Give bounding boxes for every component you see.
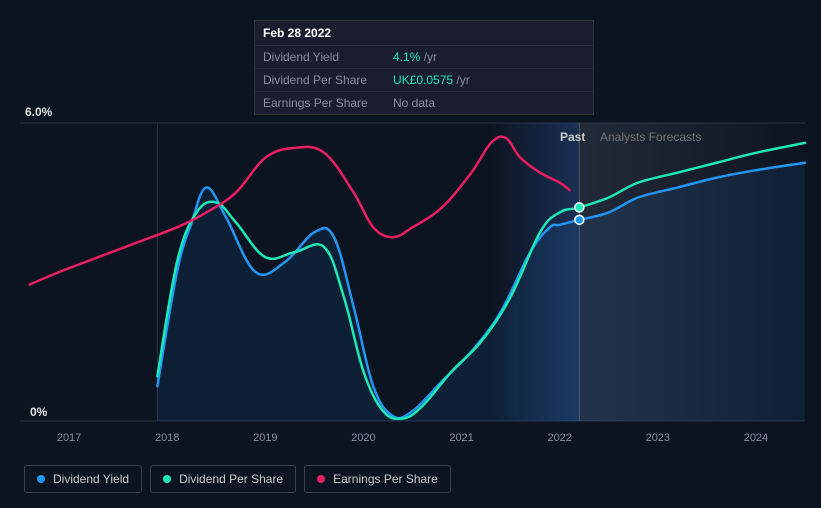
x-axis-tick: 2019 <box>253 432 277 444</box>
tooltip-label: Earnings Per Share <box>255 92 385 114</box>
chart-tooltip: Feb 28 2022 Dividend Yield4.1% /yrDivide… <box>254 20 594 115</box>
x-axis-tick: 2023 <box>646 432 670 444</box>
legend-item[interactable]: Earnings Per Share <box>304 465 451 493</box>
tooltip-value: 4.1% /yr <box>385 46 445 68</box>
tooltip-value: No data <box>385 92 443 114</box>
legend-label: Dividend Per Share <box>179 472 283 486</box>
legend-label: Dividend Yield <box>53 472 129 486</box>
tooltip-label: Dividend Per Share <box>255 69 385 91</box>
x-axis-tick: 2020 <box>351 432 375 444</box>
legend-label: Earnings Per Share <box>333 472 438 486</box>
x-axis-tick: 2021 <box>449 432 473 444</box>
legend-dot <box>163 475 171 483</box>
past-region-label: Past <box>560 130 585 144</box>
legend-item[interactable]: Dividend Yield <box>24 465 142 493</box>
x-axis-tick: 2017 <box>57 432 81 444</box>
x-axis-tick: 2022 <box>547 432 571 444</box>
tooltip-date: Feb 28 2022 <box>255 21 339 45</box>
legend-item[interactable]: Dividend Per Share <box>150 465 296 493</box>
tooltip-label: Dividend Yield <box>255 46 385 68</box>
y-axis-max-label: 6.0% <box>25 105 52 119</box>
x-axis-tick: 2024 <box>744 432 768 444</box>
forecast-region-label: Analysts Forecasts <box>600 130 701 144</box>
legend-dot <box>317 475 325 483</box>
tooltip-value: UK£0.0575 /yr <box>385 69 478 91</box>
legend-dot <box>37 475 45 483</box>
y-axis-min-label: 0% <box>30 405 47 419</box>
dividend-chart: Feb 28 2022 Dividend Yield4.1% /yrDivide… <box>0 0 821 508</box>
x-axis-tick: 2018 <box>155 432 179 444</box>
chart-legend: Dividend Yield Dividend Per Share Earnings… <box>24 465 451 493</box>
